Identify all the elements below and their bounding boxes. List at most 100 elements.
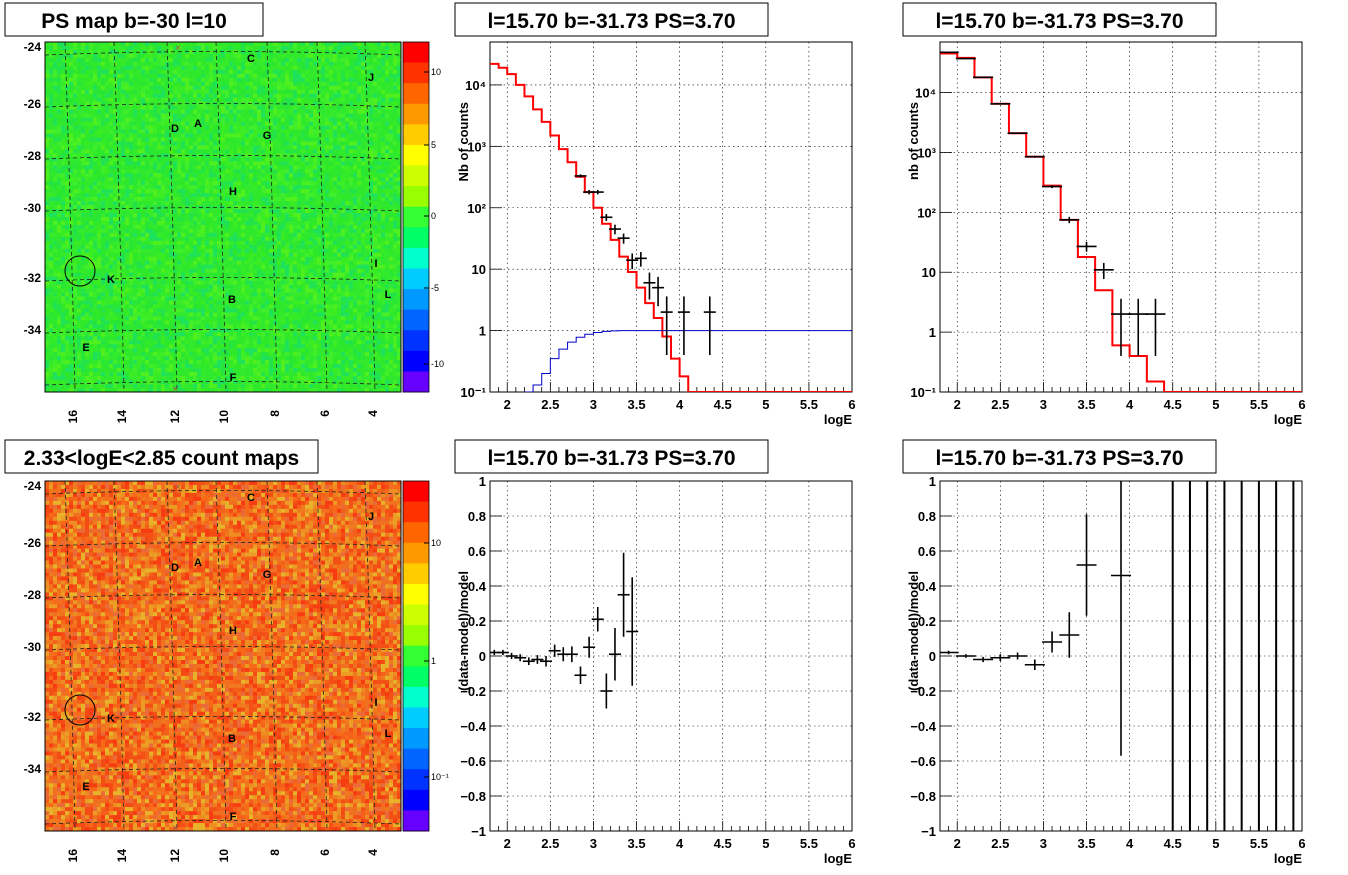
heatmap-cell <box>209 344 214 349</box>
heatmap-cell <box>241 364 246 369</box>
heatmap-cell <box>205 129 210 134</box>
heatmap-cell <box>257 328 262 333</box>
heatmap-cell <box>249 42 254 47</box>
heatmap-cell <box>145 73 150 79</box>
heatmap-cell <box>113 173 118 178</box>
heatmap-cell <box>45 316 50 321</box>
heatmap-cell <box>157 268 162 273</box>
heatmap-cell <box>49 308 54 313</box>
heatmap-cell <box>97 264 102 270</box>
heatmap-cell <box>233 121 238 126</box>
heatmap-cell <box>137 256 142 262</box>
heatmap-cell <box>205 352 210 357</box>
heatmap-cell <box>233 173 238 178</box>
heatmap-cell <box>85 169 90 174</box>
heatmap-cell <box>241 149 246 154</box>
heatmap-cell <box>109 161 114 166</box>
heatmap-cell <box>73 292 78 297</box>
heatmap-cell <box>93 324 98 329</box>
heatmap-cell <box>105 308 110 313</box>
heatmap-cell <box>189 328 194 333</box>
heatmap-cell <box>85 61 90 67</box>
heatmap-cell <box>261 137 266 142</box>
heatmap-cell <box>237 340 242 345</box>
heatmap-cell <box>49 336 54 341</box>
heatmap-cell <box>173 376 178 381</box>
heatmap-cell <box>49 304 54 309</box>
heatmap-cell <box>185 45 190 51</box>
heatmap-cell <box>61 153 66 158</box>
heatmap-cell <box>57 117 62 122</box>
heatmap-cell <box>57 42 62 47</box>
heatmap-cell <box>201 165 206 170</box>
heatmap-cell <box>249 260 254 266</box>
heatmap-cell <box>117 149 122 154</box>
heatmap-cell <box>177 292 182 297</box>
heatmap-cell <box>61 189 66 194</box>
heatmap-cell <box>229 57 234 63</box>
heatmap-cell <box>193 189 198 194</box>
heatmap-cell <box>145 105 150 110</box>
heatmap-cell <box>113 236 118 242</box>
heatmap-cell <box>153 169 158 174</box>
heatmap-cell <box>97 384 102 389</box>
heatmap-cell <box>81 240 86 246</box>
heatmap-cell <box>141 276 146 281</box>
heatmap-cell <box>241 81 246 87</box>
heatmap-cell <box>197 308 202 313</box>
heatmap-cell <box>69 332 74 337</box>
heatmap-cell <box>145 384 150 389</box>
heatmap-cell <box>141 61 146 67</box>
heatmap-cell <box>85 45 90 51</box>
heatmap-cell <box>65 193 70 198</box>
heatmap-cell <box>157 189 162 194</box>
heatmap-cell <box>165 244 170 250</box>
heatmap-cell <box>213 73 218 79</box>
heatmap-cell <box>85 232 90 238</box>
heatmap-cell <box>257 268 262 273</box>
heatmap-cell <box>129 73 134 79</box>
heatmap-cell <box>53 328 58 333</box>
heatmap-cell <box>85 388 90 392</box>
heatmap-cell <box>221 268 226 273</box>
heatmap-cell <box>197 228 202 234</box>
heatmap-cell <box>189 372 194 377</box>
heatmap-cell <box>217 256 222 262</box>
heatmap-cell <box>233 280 238 285</box>
heatmap-cell <box>97 53 102 59</box>
heatmap-cell <box>53 125 58 130</box>
heatmap-cell <box>121 42 126 47</box>
heatmap-cell <box>133 85 138 91</box>
heatmap-cell <box>249 384 254 389</box>
heatmap-cell <box>221 42 226 47</box>
heatmap-cell <box>61 224 66 230</box>
heatmap-cell <box>49 53 54 59</box>
heatmap-cell <box>241 244 246 250</box>
heatmap-cell <box>69 209 74 214</box>
heatmap-cell <box>165 169 170 174</box>
heatmap-cell <box>161 177 166 182</box>
heatmap-cell <box>153 189 158 194</box>
heatmap-cell <box>97 177 102 182</box>
heatmap-cell <box>81 129 86 134</box>
heatmap-cell <box>205 93 210 98</box>
heatmap-cell <box>213 388 218 392</box>
heatmap-cell <box>169 105 174 110</box>
heatmap-cell <box>157 73 162 79</box>
heatmap-cell <box>185 248 190 254</box>
heatmap-cell <box>113 129 118 134</box>
heatmap-cell <box>173 45 178 51</box>
heatmap-cell <box>121 260 126 266</box>
heatmap-cell <box>237 264 242 270</box>
heatmap-cell <box>85 197 90 202</box>
heatmap-cell <box>165 252 170 258</box>
heatmap-cell <box>49 161 54 166</box>
heatmap-cell <box>165 121 170 126</box>
heatmap-cell <box>77 101 82 106</box>
heatmap-cell <box>237 77 242 83</box>
heatmap-cell <box>169 165 174 170</box>
heatmap-cell <box>201 197 206 202</box>
heatmap-cell <box>97 368 102 373</box>
heatmap-cell <box>133 372 138 377</box>
heatmap-cell <box>145 256 150 262</box>
